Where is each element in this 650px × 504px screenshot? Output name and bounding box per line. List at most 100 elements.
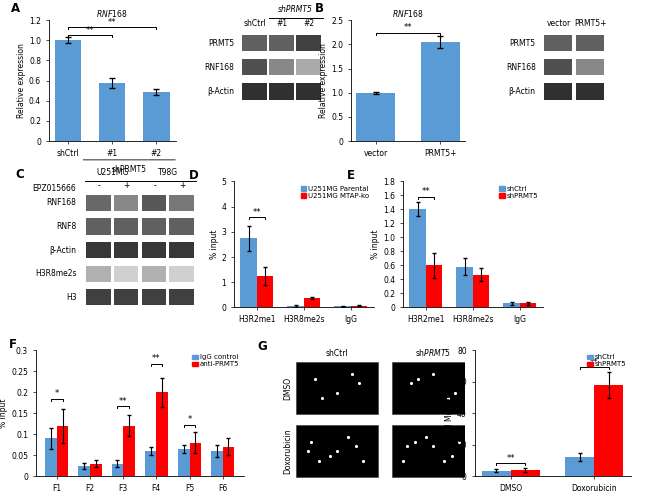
Text: **: ** — [590, 358, 599, 367]
Text: shPRMT5: shPRMT5 — [278, 5, 313, 14]
Text: β-Actin: β-Actin — [49, 245, 77, 255]
Bar — [55, 40, 81, 141]
Bar — [46, 438, 57, 476]
Text: RNF168: RNF168 — [506, 62, 536, 72]
Text: PRMT5: PRMT5 — [209, 38, 235, 47]
FancyBboxPatch shape — [142, 218, 166, 234]
Text: D: D — [189, 169, 199, 182]
Bar — [594, 385, 623, 476]
FancyBboxPatch shape — [86, 289, 110, 305]
Text: EPZ015666: EPZ015666 — [32, 184, 77, 193]
Text: **: ** — [422, 187, 430, 197]
Text: E: E — [347, 169, 355, 182]
Text: shPRMT5: shPRMT5 — [111, 165, 146, 174]
FancyBboxPatch shape — [296, 83, 320, 99]
Text: +: + — [124, 181, 130, 190]
Bar — [426, 266, 442, 307]
Text: RNF168: RNF168 — [205, 62, 235, 72]
FancyBboxPatch shape — [544, 35, 573, 51]
Text: #1: #1 — [276, 19, 288, 28]
Text: **: ** — [152, 354, 161, 363]
FancyBboxPatch shape — [169, 242, 194, 258]
Bar — [240, 238, 257, 307]
FancyBboxPatch shape — [114, 242, 138, 258]
FancyBboxPatch shape — [169, 195, 194, 211]
Bar — [287, 306, 304, 307]
Text: shCtrl: shCtrl — [326, 349, 348, 358]
Bar — [257, 276, 273, 307]
Text: A: A — [10, 2, 20, 15]
FancyBboxPatch shape — [142, 266, 166, 282]
FancyBboxPatch shape — [114, 195, 138, 211]
FancyBboxPatch shape — [169, 266, 194, 282]
FancyBboxPatch shape — [169, 289, 194, 305]
FancyBboxPatch shape — [86, 218, 110, 234]
Bar — [211, 451, 223, 476]
Bar — [90, 464, 101, 476]
Bar — [178, 449, 190, 476]
Bar — [143, 92, 170, 141]
Title: $\it{RNF168}$: $\it{RNF168}$ — [392, 9, 424, 19]
FancyBboxPatch shape — [544, 83, 573, 99]
Bar — [565, 458, 594, 476]
Y-axis label: Relative expression: Relative expression — [17, 43, 26, 118]
Text: **: ** — [86, 26, 94, 35]
Text: β-Actin: β-Actin — [509, 87, 536, 96]
Y-axis label: % input: % input — [371, 230, 380, 259]
Bar — [456, 267, 473, 307]
Bar — [335, 306, 351, 307]
FancyBboxPatch shape — [114, 266, 138, 282]
FancyBboxPatch shape — [86, 195, 110, 211]
Text: PRMT5: PRMT5 — [510, 38, 536, 47]
Text: Doxorubicin: Doxorubicin — [283, 428, 292, 474]
FancyBboxPatch shape — [142, 289, 166, 305]
FancyBboxPatch shape — [142, 242, 166, 258]
FancyBboxPatch shape — [114, 218, 138, 234]
Text: H3: H3 — [66, 293, 77, 302]
FancyBboxPatch shape — [242, 35, 266, 51]
Legend: shCtrl, shPRMT5: shCtrl, shPRMT5 — [499, 185, 540, 200]
Bar — [57, 426, 68, 476]
FancyBboxPatch shape — [242, 58, 266, 76]
Bar — [304, 298, 320, 307]
Bar — [421, 42, 460, 141]
Text: T98G: T98G — [159, 168, 179, 177]
Text: -: - — [153, 181, 156, 190]
FancyBboxPatch shape — [575, 58, 604, 76]
FancyBboxPatch shape — [296, 35, 320, 51]
FancyBboxPatch shape — [296, 58, 320, 76]
FancyBboxPatch shape — [114, 289, 138, 305]
FancyBboxPatch shape — [296, 362, 378, 414]
FancyBboxPatch shape — [575, 83, 604, 99]
Legend: U251MG Parental, U251MG MTAP-ko: U251MG Parental, U251MG MTAP-ko — [300, 185, 370, 200]
Bar — [112, 464, 123, 476]
FancyBboxPatch shape — [544, 58, 573, 76]
Text: *: * — [55, 390, 59, 399]
Bar — [410, 210, 426, 307]
Text: -: - — [98, 181, 101, 190]
Y-axis label: Relative expression: Relative expression — [319, 43, 328, 118]
Bar — [190, 443, 201, 476]
Title: $\it{RNF168}$: $\it{RNF168}$ — [96, 9, 128, 19]
Y-axis label: % input: % input — [210, 230, 218, 259]
FancyBboxPatch shape — [242, 83, 266, 99]
Bar — [520, 303, 536, 307]
Text: C: C — [16, 167, 24, 180]
Text: B: B — [315, 2, 324, 15]
FancyBboxPatch shape — [142, 195, 166, 211]
Bar — [99, 83, 125, 141]
Bar — [157, 392, 168, 476]
Bar — [223, 447, 234, 476]
FancyBboxPatch shape — [86, 242, 110, 258]
FancyBboxPatch shape — [392, 425, 474, 477]
Bar — [482, 471, 511, 476]
Text: PRMT5+: PRMT5+ — [574, 19, 606, 28]
FancyBboxPatch shape — [575, 35, 604, 51]
FancyBboxPatch shape — [269, 58, 294, 76]
Text: sh$\it{PRMT5}$: sh$\it{PRMT5}$ — [415, 347, 451, 358]
Text: G: G — [257, 340, 267, 353]
Text: **: ** — [108, 18, 116, 27]
Text: **: ** — [506, 454, 515, 463]
Text: RNF168: RNF168 — [47, 199, 77, 208]
Bar — [123, 426, 135, 476]
